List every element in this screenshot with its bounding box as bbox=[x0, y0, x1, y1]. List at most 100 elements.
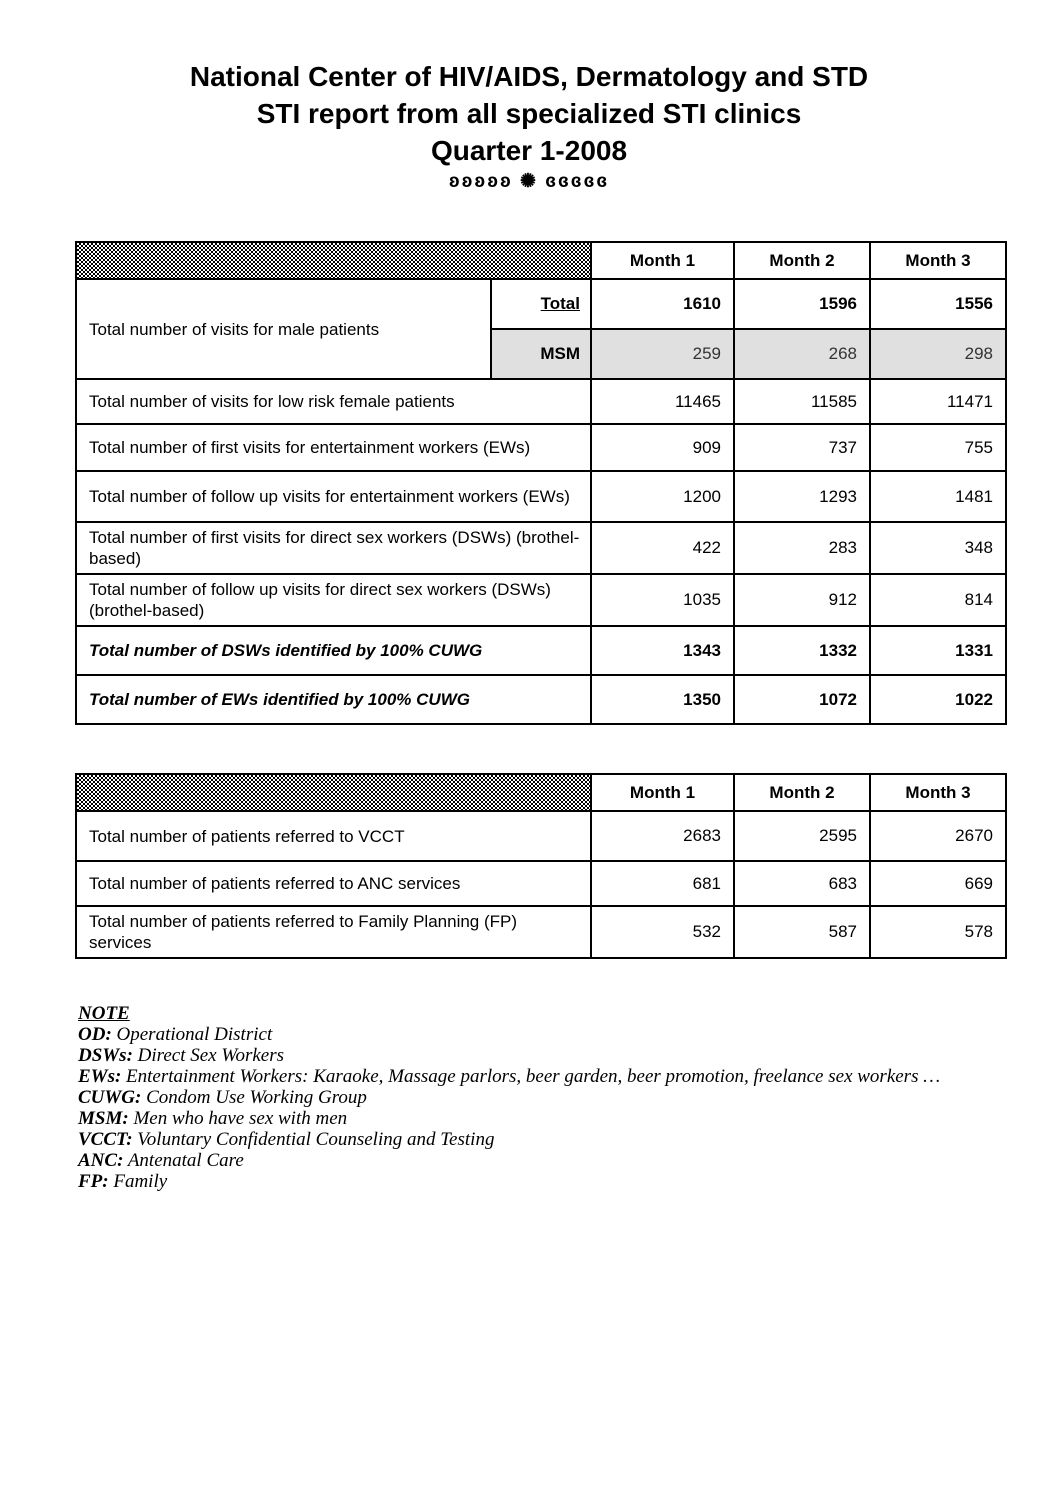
value-cell: 1556 bbox=[869, 278, 1007, 330]
table-row: Total number of patients referred to ANC… bbox=[75, 860, 1007, 907]
value-cell: 1610 bbox=[590, 278, 735, 330]
table-row: Total number of first visits for direct … bbox=[75, 521, 1007, 575]
note-definition: Family bbox=[113, 1171, 168, 1192]
value-cell: 814 bbox=[869, 573, 1007, 627]
value-cell: 1293 bbox=[733, 470, 871, 523]
value-cell: 683 bbox=[733, 860, 871, 907]
report-title-line-2: STI report from all specialized STI clin… bbox=[256, 98, 802, 129]
value-cell: 1481 bbox=[869, 470, 1007, 523]
note-term: OD: bbox=[78, 1024, 112, 1045]
report-header: National Center of HIV/AIDS, Dermatology… bbox=[0, 0, 1058, 194]
note-definition: Condom Use Working Group bbox=[146, 1087, 367, 1108]
note-line-cuwg: CUWG: Condom Use Working Group bbox=[78, 1087, 1058, 1108]
value-cell: 669 bbox=[869, 860, 1007, 907]
value-cell: 268 bbox=[733, 328, 871, 380]
row-label: Total number of first visits for enterta… bbox=[75, 423, 592, 472]
note-term: DSWs: bbox=[78, 1045, 133, 1066]
male-total-row: Total number of visits for male patients… bbox=[75, 278, 1007, 380]
note-section: NOTE OD: Operational District DSWs: Dire… bbox=[78, 1003, 1058, 1192]
value-cell: 11471 bbox=[869, 378, 1007, 425]
value-cell: 1343 bbox=[590, 625, 735, 676]
table-row: Total number of follow up visits for dir… bbox=[75, 573, 1007, 627]
col-header-month-2: Month 2 bbox=[733, 241, 871, 280]
row-label: Total number of follow up visits for ent… bbox=[75, 470, 592, 523]
value-cell: 587 bbox=[733, 905, 871, 959]
sub-label-msm: MSM bbox=[490, 328, 592, 380]
sub-label-total: Total bbox=[490, 278, 592, 330]
note-definition: Voluntary Confidential Counseling and Te… bbox=[137, 1129, 495, 1150]
total-label-text: Total bbox=[540, 294, 580, 313]
note-line-fp: FP: Family bbox=[78, 1171, 1058, 1192]
row-label: Total number of follow up visits for dir… bbox=[75, 573, 592, 627]
table-row: Total number of patients referred to Fam… bbox=[75, 905, 1007, 959]
hatched-corner-cell bbox=[75, 241, 592, 280]
note-definition: Men who have sex with men bbox=[133, 1108, 348, 1129]
value-cell: 348 bbox=[869, 521, 1007, 575]
referrals-table: Month 1 Month 2 Month 3 Total number of … bbox=[75, 773, 1007, 959]
note-line-msm: MSM: Men who have sex with men bbox=[78, 1108, 1058, 1129]
value-cell: 2683 bbox=[590, 810, 735, 862]
value-cell: 283 bbox=[733, 521, 871, 575]
note-term: FP: bbox=[78, 1171, 109, 1192]
value-cell: 2595 bbox=[733, 810, 871, 862]
value-cell: 1596 bbox=[733, 278, 871, 330]
col-header-month-1: Month 1 bbox=[590, 773, 735, 812]
note-line-anc: ANC: Antenatal Care bbox=[78, 1150, 1058, 1171]
value-cell: 1035 bbox=[590, 573, 735, 627]
note-term: MSM: bbox=[78, 1108, 129, 1129]
note-term: ANC: bbox=[78, 1150, 124, 1171]
summary-row-ew: Total number of EWs identified by 100% C… bbox=[75, 674, 1007, 725]
col-header-month-1: Month 1 bbox=[590, 241, 735, 280]
note-heading: NOTE bbox=[78, 1003, 130, 1024]
note-term: EWs: bbox=[78, 1066, 122, 1087]
value-cell: 681 bbox=[590, 860, 735, 907]
row-label-summary: Total number of EWs identified by 100% C… bbox=[75, 674, 592, 725]
note-line-vcct: VCCT: Voluntary Confidential Counseling … bbox=[78, 1129, 1058, 1150]
value-cell: 1072 bbox=[733, 674, 871, 725]
row-label-summary: Total number of DSWs identified by 100% … bbox=[75, 625, 592, 676]
col-header-month-3: Month 3 bbox=[869, 773, 1007, 812]
value-cell: 259 bbox=[590, 328, 735, 380]
decorative-ornament: ʚʚʚʚʚ ✺ ɞɞɞɞɞ bbox=[448, 171, 610, 192]
row-label: Total number of patients referred to ANC… bbox=[75, 860, 592, 907]
male-msm-row: MSM 259 268 298 bbox=[76, 328, 1007, 380]
value-cell: 737 bbox=[733, 423, 871, 472]
note-line-dsws: DSWs: Direct Sex Workers bbox=[78, 1045, 1058, 1066]
value-cell: 11585 bbox=[733, 378, 871, 425]
summary-row-dsw: Total number of DSWs identified by 100% … bbox=[75, 625, 1007, 676]
referrals-table-header-row: Month 1 Month 2 Month 3 bbox=[75, 773, 1007, 812]
row-label: Total number of first visits for direct … bbox=[75, 521, 592, 575]
value-cell: 422 bbox=[590, 521, 735, 575]
value-cell: 532 bbox=[590, 905, 735, 959]
visits-table: Month 1 Month 2 Month 3 Total number of … bbox=[75, 241, 1007, 725]
note-definition: Entertainment Workers: Karaoke, Massage … bbox=[126, 1066, 941, 1087]
value-cell: 2670 bbox=[869, 810, 1007, 862]
row-label-male-visits: Total number of visits for male patients bbox=[75, 278, 492, 380]
col-header-month-2: Month 2 bbox=[733, 773, 871, 812]
table-row: Total number of first visits for enterta… bbox=[75, 423, 1007, 472]
value-cell: 1331 bbox=[869, 625, 1007, 676]
value-cell: 1332 bbox=[733, 625, 871, 676]
value-cell: 912 bbox=[733, 573, 871, 627]
note-term: VCCT: bbox=[78, 1129, 133, 1150]
value-cell: 909 bbox=[590, 423, 735, 472]
table-row: Total number of patients referred to VCC… bbox=[75, 810, 1007, 862]
note-term: CUWG: bbox=[78, 1087, 142, 1108]
note-definition: Direct Sex Workers bbox=[137, 1045, 284, 1066]
table-row: Total number of follow up visits for ent… bbox=[75, 470, 1007, 523]
note-definition: Operational District bbox=[116, 1024, 273, 1045]
row-label: Total number of patients referred to VCC… bbox=[75, 810, 592, 862]
note-line-ews: EWs: Entertainment Workers: Karaoke, Mas… bbox=[78, 1066, 1058, 1087]
report-title-line-3: Quarter 1-2008 bbox=[430, 135, 628, 166]
note-definition: Antenatal Care bbox=[127, 1150, 244, 1171]
note-line-od: OD: Operational District bbox=[78, 1024, 1058, 1045]
value-cell: 578 bbox=[869, 905, 1007, 959]
value-cell: 1350 bbox=[590, 674, 735, 725]
value-cell: 755 bbox=[869, 423, 1007, 472]
visits-table-header-row: Month 1 Month 2 Month 3 bbox=[75, 241, 1007, 280]
value-cell: 11465 bbox=[590, 378, 735, 425]
value-cell: 1022 bbox=[869, 674, 1007, 725]
row-label: Total number of patients referred to Fam… bbox=[75, 905, 592, 959]
report-title-line-1: National Center of HIV/AIDS, Dermatology… bbox=[189, 61, 869, 92]
value-cell: 298 bbox=[869, 328, 1007, 380]
